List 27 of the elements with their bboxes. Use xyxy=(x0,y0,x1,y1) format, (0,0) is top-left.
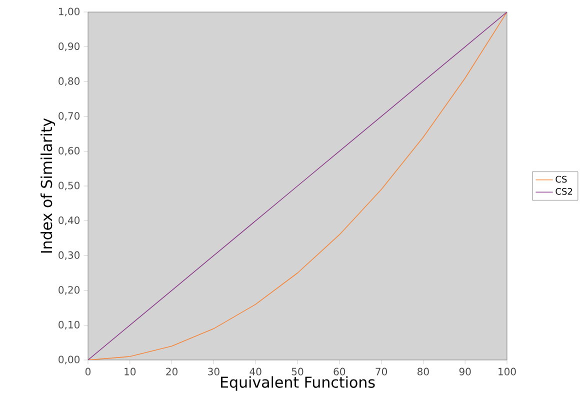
y-tick-label: 1,00 xyxy=(59,8,80,16)
x-tick-label: 0 xyxy=(85,368,91,376)
y-tick-label: 0,80 xyxy=(58,77,80,86)
y-axis-title: Index of Similarity xyxy=(40,118,56,253)
y-tick-label: 0,50 xyxy=(58,182,80,190)
y-tick-label: 0,40 xyxy=(58,216,80,226)
y-tick-label: 0,90 xyxy=(58,42,80,52)
y-tick-label: 0,60 xyxy=(58,146,80,156)
y-tick-label: 0,00 xyxy=(58,356,80,364)
x-tick-label: 60 xyxy=(334,368,346,376)
line-series xyxy=(88,12,507,360)
x-tick-label: 30 xyxy=(208,368,220,376)
y-tick-label: 0,20 xyxy=(58,286,80,295)
legend-label: CS2 xyxy=(556,188,572,195)
x-tick-label: 80 xyxy=(418,368,429,376)
legend-label: CS xyxy=(556,176,567,183)
x-tick-label: 40 xyxy=(250,368,262,376)
y-tick-label: 0,30 xyxy=(58,251,80,260)
x-tick-label: 20 xyxy=(166,368,178,376)
x-tick-label: 50 xyxy=(292,368,304,376)
x-axis-title: Equivalent Functions xyxy=(221,376,375,391)
x-tick-label: 10 xyxy=(124,368,136,376)
x-tick-label: 100 xyxy=(498,368,516,376)
y-tick-label: 0,70 xyxy=(58,112,80,121)
x-tick-label: 70 xyxy=(376,368,388,376)
y-tick-label: 0,10 xyxy=(58,320,80,330)
x-tick-label: 90 xyxy=(459,368,471,376)
